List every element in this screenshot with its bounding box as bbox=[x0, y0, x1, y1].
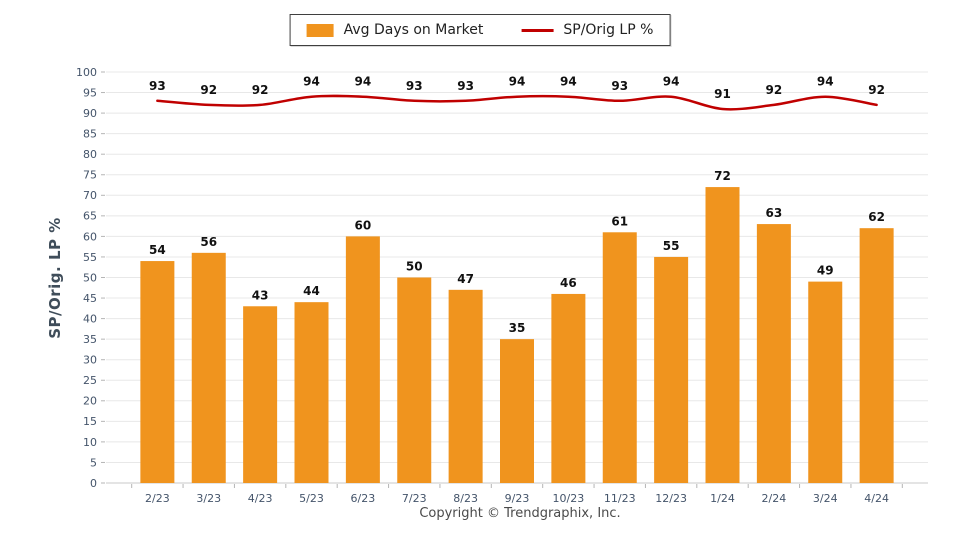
sp-orig-lp-line bbox=[156, 94, 878, 111]
bar-value-label: 49 bbox=[817, 264, 834, 278]
bar-value-label: 46 bbox=[560, 276, 577, 290]
bar bbox=[294, 302, 329, 483]
bar-value-label: 44 bbox=[303, 284, 320, 298]
bar bbox=[397, 277, 432, 483]
bar bbox=[551, 293, 586, 483]
bar-value-label: 56 bbox=[200, 235, 217, 249]
bar bbox=[808, 281, 843, 483]
y-tick-label: 95 bbox=[83, 86, 97, 99]
y-tick-label: 100 bbox=[76, 66, 97, 79]
line-value-label: 92 bbox=[766, 83, 783, 97]
bar-value-label: 72 bbox=[714, 169, 731, 183]
bar bbox=[448, 289, 483, 483]
bar-series-swatch bbox=[306, 23, 334, 37]
x-category-label: 10/23 bbox=[553, 492, 585, 505]
y-tick-label: 45 bbox=[83, 292, 97, 305]
bar-value-label: 54 bbox=[149, 243, 166, 257]
bar-value-label: 62 bbox=[868, 210, 885, 224]
bar-value-label: 63 bbox=[766, 206, 783, 220]
y-tick-label: 90 bbox=[83, 107, 97, 120]
line-value-label: 94 bbox=[560, 75, 577, 89]
line-value-label: 93 bbox=[149, 79, 166, 93]
line-value-label: 94 bbox=[303, 75, 320, 89]
y-tick-label: 40 bbox=[83, 312, 97, 325]
y-tick-label: 70 bbox=[83, 189, 97, 202]
y-tick-label: 10 bbox=[83, 436, 97, 449]
y-tick-label: 55 bbox=[83, 251, 97, 264]
x-category-label: 8/23 bbox=[453, 492, 478, 505]
bar bbox=[859, 228, 894, 483]
y-tick-label: 15 bbox=[83, 415, 97, 428]
line-value-label: 92 bbox=[252, 83, 269, 97]
y-tick-label: 60 bbox=[83, 230, 97, 243]
bar-value-label: 35 bbox=[509, 321, 526, 335]
line-value-label: 93 bbox=[406, 79, 423, 93]
x-category-label: 6/23 bbox=[351, 492, 376, 505]
x-category-label: 7/23 bbox=[402, 492, 427, 505]
line-value-label: 92 bbox=[200, 83, 217, 97]
bar bbox=[140, 261, 175, 483]
bar bbox=[500, 339, 534, 483]
bar bbox=[756, 224, 791, 483]
line-value-label: 94 bbox=[663, 75, 680, 89]
y-tick-label: 30 bbox=[83, 354, 97, 367]
bar-series-label: Avg Days on Market bbox=[343, 22, 484, 38]
bar bbox=[243, 306, 278, 483]
x-category-label: 4/24 bbox=[864, 492, 889, 505]
x-category-label: 1/24 bbox=[710, 492, 735, 505]
bar bbox=[654, 256, 689, 483]
x-category-label: 2/24 bbox=[762, 492, 787, 505]
y-tick-label: 50 bbox=[83, 271, 97, 284]
bar bbox=[705, 187, 740, 483]
x-category-label: 2/23 bbox=[145, 492, 170, 505]
y-tick-label: 85 bbox=[83, 128, 97, 141]
y-tick-label: 20 bbox=[83, 395, 97, 408]
x-category-label: 9/23 bbox=[505, 492, 530, 505]
bar-value-label: 47 bbox=[457, 272, 474, 286]
x-category-label: 4/23 bbox=[248, 492, 273, 505]
x-category-label: 5/23 bbox=[299, 492, 324, 505]
y-tick-label: 0 bbox=[90, 477, 97, 490]
y-tick-label: 65 bbox=[83, 210, 97, 223]
line-value-label: 94 bbox=[355, 75, 372, 89]
copyright-text: Copyright © Trendgraphix, Inc. bbox=[419, 506, 621, 521]
x-category-label: 11/23 bbox=[604, 492, 636, 505]
line-value-label: 93 bbox=[457, 79, 474, 93]
bar-value-label: 43 bbox=[252, 288, 269, 302]
chart-legend: Avg Days on Market SP/Orig LP % bbox=[289, 14, 671, 46]
line-series-swatch bbox=[521, 28, 554, 32]
bar-value-label: 61 bbox=[611, 214, 628, 228]
y-tick-label: 5 bbox=[90, 456, 97, 469]
bar bbox=[602, 232, 637, 483]
y-tick-label: 80 bbox=[83, 148, 97, 161]
bar-value-label: 60 bbox=[355, 218, 372, 232]
bar bbox=[191, 252, 226, 483]
bar-value-label: 55 bbox=[663, 239, 680, 253]
line-value-label: 94 bbox=[509, 75, 526, 89]
y-axis-title: SP/Orig. LP % bbox=[46, 217, 64, 339]
bar-value-label: 50 bbox=[406, 260, 423, 274]
y-tick-label: 35 bbox=[83, 333, 97, 346]
x-category-label: 12/23 bbox=[655, 492, 687, 505]
line-value-label: 94 bbox=[817, 75, 834, 89]
line-value-label: 93 bbox=[611, 79, 628, 93]
y-tick-label: 75 bbox=[83, 169, 97, 182]
line-value-label: 92 bbox=[868, 83, 885, 97]
line-series-label: SP/Orig LP % bbox=[563, 22, 654, 38]
x-category-label: 3/23 bbox=[196, 492, 221, 505]
bar bbox=[345, 236, 380, 483]
line-value-label: 91 bbox=[714, 87, 731, 101]
y-tick-label: 25 bbox=[83, 374, 97, 387]
x-category-label: 3/24 bbox=[813, 492, 838, 505]
